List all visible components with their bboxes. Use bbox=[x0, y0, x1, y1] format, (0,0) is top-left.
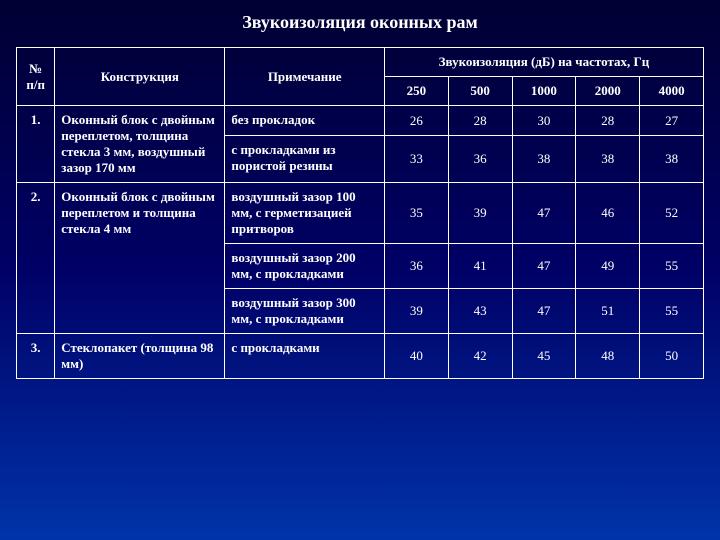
cell-value: 30 bbox=[512, 106, 576, 136]
cell-note: с прокладками bbox=[225, 334, 385, 379]
header-f1000: 1000 bbox=[512, 77, 576, 106]
cell-value: 26 bbox=[384, 106, 448, 136]
cell-value: 39 bbox=[384, 289, 448, 334]
cell-value: 33 bbox=[384, 136, 448, 183]
cell-value: 46 bbox=[576, 183, 640, 244]
cell-value: 49 bbox=[576, 244, 640, 289]
cell-value: 41 bbox=[448, 244, 512, 289]
table-row: 3. Стеклопакет (толщина 98 мм) с проклад… bbox=[17, 334, 704, 379]
cell-value: 38 bbox=[640, 136, 704, 183]
cell-value: 55 bbox=[640, 289, 704, 334]
cell-value: 28 bbox=[576, 106, 640, 136]
cell-num: 2. bbox=[17, 183, 55, 334]
header-f2000: 2000 bbox=[576, 77, 640, 106]
cell-construction: Стеклопакет (толщина 98 мм) bbox=[55, 334, 225, 379]
cell-value: 39 bbox=[448, 183, 512, 244]
sound-table: № п/п Конструкция Примечание Звукоизоляц… bbox=[16, 47, 704, 379]
cell-value: 45 bbox=[512, 334, 576, 379]
cell-value: 48 bbox=[576, 334, 640, 379]
cell-value: 27 bbox=[640, 106, 704, 136]
cell-note: с прокладками из пористой резины bbox=[225, 136, 385, 183]
table-header-row: № п/п Конструкция Примечание Звукоизоляц… bbox=[17, 48, 704, 77]
cell-construction: Оконный блок с двойным переплетом, толщи… bbox=[55, 106, 225, 183]
cell-value: 55 bbox=[640, 244, 704, 289]
header-sound: Звукоизоляция (дБ) на частотах, Гц bbox=[384, 48, 703, 77]
header-f500: 500 bbox=[448, 77, 512, 106]
cell-value: 38 bbox=[512, 136, 576, 183]
cell-value: 50 bbox=[640, 334, 704, 379]
cell-value: 47 bbox=[512, 183, 576, 244]
cell-note: воздушный зазор 300 мм, с прокладками bbox=[225, 289, 385, 334]
cell-value: 47 bbox=[512, 289, 576, 334]
cell-value: 40 bbox=[384, 334, 448, 379]
header-f250: 250 bbox=[384, 77, 448, 106]
cell-value: 47 bbox=[512, 244, 576, 289]
cell-value: 36 bbox=[384, 244, 448, 289]
cell-note: без прокладок bbox=[225, 106, 385, 136]
cell-value: 52 bbox=[640, 183, 704, 244]
cell-num: 3. bbox=[17, 334, 55, 379]
header-note: Примечание bbox=[225, 48, 385, 106]
cell-value: 28 bbox=[448, 106, 512, 136]
table-row: 1. Оконный блок с двойным переплетом, то… bbox=[17, 106, 704, 136]
cell-value: 51 bbox=[576, 289, 640, 334]
header-num: № п/п bbox=[17, 48, 55, 106]
cell-value: 36 bbox=[448, 136, 512, 183]
cell-value: 35 bbox=[384, 183, 448, 244]
cell-note: воздушный зазор 100 мм, с герметизацией … bbox=[225, 183, 385, 244]
cell-num: 1. bbox=[17, 106, 55, 183]
table-row: 2. Оконный блок с двойным переплетом и т… bbox=[17, 183, 704, 244]
header-construction: Конструкция bbox=[55, 48, 225, 106]
cell-value: 42 bbox=[448, 334, 512, 379]
header-f4000: 4000 bbox=[640, 77, 704, 106]
cell-value: 43 bbox=[448, 289, 512, 334]
page-title: Звукоизоляция оконных рам bbox=[16, 12, 704, 33]
cell-construction: Оконный блок с двойным переплетом и толщ… bbox=[55, 183, 225, 334]
cell-note: воздушный зазор 200 мм, с прокладками bbox=[225, 244, 385, 289]
cell-value: 38 bbox=[576, 136, 640, 183]
